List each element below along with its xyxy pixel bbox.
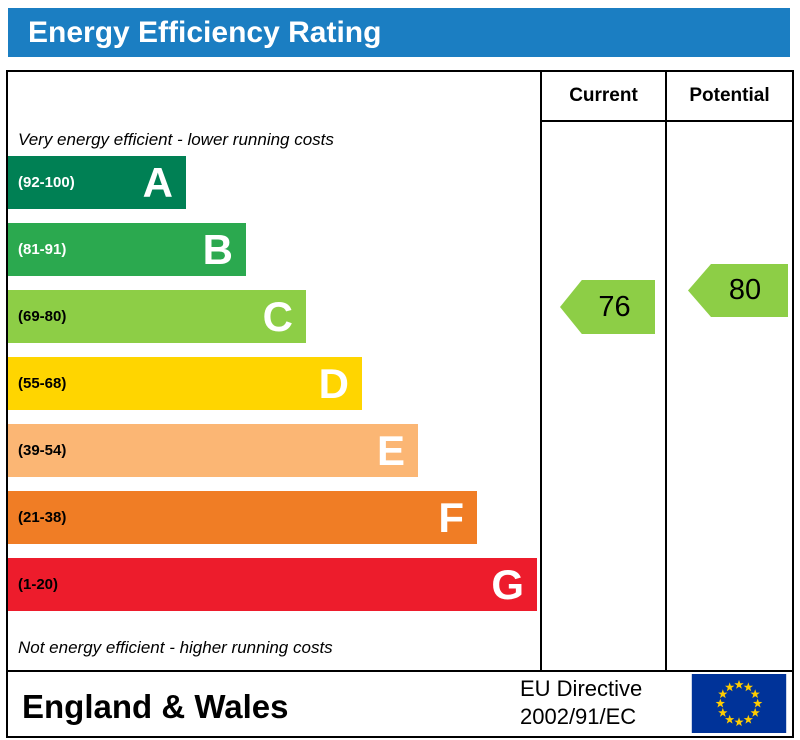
band-d: (55-68) D: [8, 357, 362, 410]
region-label: England & Wales: [22, 688, 289, 725]
footer: England & Wales EU Directive 2002/91/EC: [8, 672, 792, 736]
band-c: (69-80) C: [8, 290, 306, 343]
potential-rating-value: 80: [728, 274, 762, 306]
potential-rating-arrow: 80: [688, 264, 788, 317]
chart-frame: Current Potential Very energy efficient …: [6, 70, 794, 738]
band-letter: D: [318, 359, 349, 407]
band-range: (21-38): [18, 509, 67, 526]
band-range: (39-54): [18, 442, 67, 459]
band-letter: A: [142, 158, 173, 206]
caption-efficient: Very energy efficient - lower running co…: [18, 130, 334, 149]
band-letter: C: [262, 292, 293, 340]
header-underline: [540, 120, 792, 122]
current-rating-arrow: 76: [560, 280, 655, 334]
band-range: (55-68): [18, 375, 67, 392]
band-letter: F: [438, 493, 464, 541]
column-divider-potential: [665, 72, 667, 670]
eu-directive-line1: EU Directive: [520, 676, 643, 701]
band-letter: G: [491, 560, 524, 608]
band-range: (81-91): [18, 241, 67, 258]
page-title: Energy Efficiency Rating: [28, 16, 382, 49]
band-range: (92-100): [18, 174, 75, 191]
rating-bands: (92-100) A (81-91) B (69-80) C (55-68) D…: [8, 156, 540, 625]
band-range: (69-80): [18, 308, 67, 325]
band-letter: B: [202, 225, 233, 273]
eu-flag-icon: [691, 674, 787, 733]
title-bar: Energy Efficiency Rating: [8, 8, 790, 57]
band-b: (81-91) B: [8, 223, 246, 276]
eu-directive-line2: 2002/91/EC: [520, 703, 637, 729]
band-e: (39-54) E: [8, 424, 418, 477]
column-divider-current: [540, 72, 542, 670]
band-f: (21-38) F: [8, 491, 477, 544]
caption-not-efficient: Not energy efficient - higher running co…: [18, 638, 333, 657]
footer-divider: [8, 670, 792, 672]
eu-directive-label: EU Directive 2002/91/EC: [520, 675, 642, 730]
column-header-potential: Potential: [689, 85, 770, 106]
band-letter: E: [376, 426, 405, 474]
band-a: (92-100) A: [8, 156, 186, 209]
band-range: (1-20): [18, 576, 59, 593]
current-rating-value: 76: [598, 290, 631, 323]
column-header-current: Current: [569, 85, 638, 106]
band-g: (1-20) G: [8, 558, 537, 611]
